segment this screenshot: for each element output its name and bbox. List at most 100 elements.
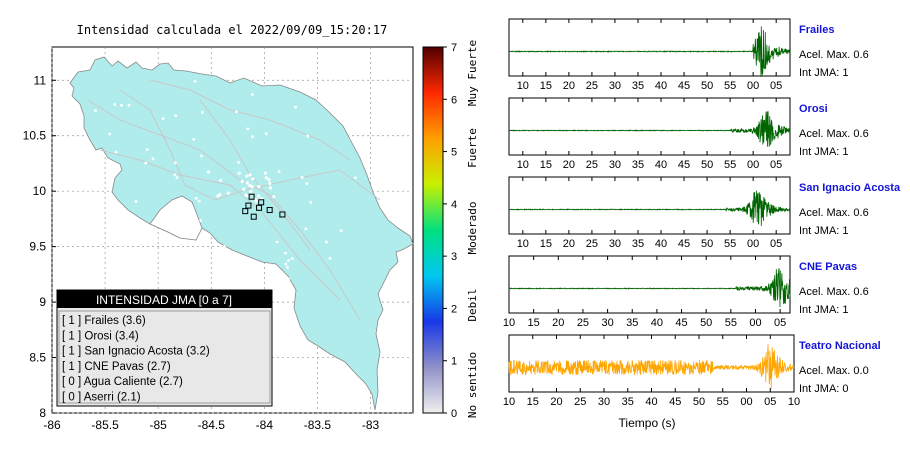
waveform-panel: 10 15 20 25 30 35 40 45 50 55 00 05 San Ignacio Acos… xyxy=(508,176,901,250)
lon-tick-label: -85.5 xyxy=(91,418,119,432)
time-tick-label: 35 xyxy=(622,396,634,408)
lat-tick-label: 8.5 xyxy=(29,351,46,365)
station-markers xyxy=(94,79,357,304)
legend-item: [ 1 ] San Ignacio Acosta (3.2) xyxy=(62,346,210,358)
town-dot xyxy=(144,231,147,234)
colorbar-categories: No sentido Debil Moderado Fuerte Muy Fuerte xyxy=(466,40,479,418)
time-tick-label: 20 xyxy=(563,238,575,250)
time-tick-label: 15 xyxy=(527,396,539,408)
time-tick-label: 00 xyxy=(747,159,759,171)
time-tick-label: 00 xyxy=(747,238,759,250)
waveform-panels: 10 15 20 25 30 35 40 45 50 55 00 05 Frailes Acel. Max… xyxy=(503,18,901,408)
waveform-trace xyxy=(508,344,795,389)
lat-tick-label: 8 xyxy=(39,406,46,420)
town-dot xyxy=(237,160,241,164)
town-dot xyxy=(161,117,165,120)
time-tick-label: 10 xyxy=(517,238,529,250)
time-tick-label: 35 xyxy=(632,80,644,92)
town-dot xyxy=(272,195,276,199)
time-tick-label: 05 xyxy=(764,396,776,408)
station-marker xyxy=(256,204,263,211)
town-dot xyxy=(287,277,290,281)
trace-stat: Int JMA: 1 xyxy=(799,146,849,158)
town-dot xyxy=(294,105,297,109)
town-dot xyxy=(206,170,211,174)
town-dot xyxy=(234,110,238,114)
time-tick-label: 10 xyxy=(517,159,529,171)
trace-stat: Int JMA: 1 xyxy=(799,225,849,237)
town-dot xyxy=(290,257,294,260)
trace-stat: Int JMA: 1 xyxy=(799,67,849,79)
time-tick-label: 50 xyxy=(701,159,713,171)
colorbar-tick-label: 4 xyxy=(451,199,457,211)
town-dot xyxy=(160,266,164,270)
town-dot xyxy=(264,176,268,180)
time-tick-label: 10 xyxy=(503,396,515,408)
colorbar-tick-label: 1 xyxy=(451,356,457,368)
town-dot xyxy=(247,281,251,284)
lon-tick-label: -83 xyxy=(362,418,380,432)
time-tick-label: 25 xyxy=(574,396,586,408)
town-dot xyxy=(246,127,250,131)
colorbar-category: Muy Fuerte xyxy=(466,40,479,106)
town-dot xyxy=(284,251,287,255)
town-dot xyxy=(226,191,230,195)
colorbar-category: No sentido xyxy=(466,352,479,418)
station-name: CNE Pavas xyxy=(799,261,857,273)
time-tick-label: 25 xyxy=(586,159,598,171)
time-tick-label: 05 xyxy=(770,80,782,92)
waveform-trace xyxy=(508,190,791,227)
time-tick-label: 05 xyxy=(770,238,782,250)
town-dot xyxy=(197,199,201,203)
time-tick-label: 30 xyxy=(609,238,621,250)
colorbar-tick-label: 0 xyxy=(451,408,457,420)
legend-item: [ 0 ] Aserri (2.1) xyxy=(62,392,141,404)
town-dot xyxy=(127,103,131,107)
colorbar-tick-label: 2 xyxy=(451,303,457,315)
town-dot xyxy=(251,93,254,96)
time-tick-label: 40 xyxy=(655,238,667,250)
lon-tick-label: -84 xyxy=(256,418,274,432)
time-tick-label: 35 xyxy=(632,159,644,171)
town-dot xyxy=(339,229,343,233)
station-name: Frailes xyxy=(799,24,834,36)
town-dot xyxy=(249,189,253,194)
legend-item: [ 0 ] Agua Caliente (2.7) xyxy=(62,376,183,388)
waveform-panel: 10 15 20 25 30 35 40 45 50 55 00 05 Orosi Acel. Max. … xyxy=(508,97,869,171)
trace-stat: Acel. Max. 0.6 xyxy=(799,286,869,298)
town-dot xyxy=(173,173,177,177)
town-dot xyxy=(140,259,144,263)
time-tick-label: 40 xyxy=(651,317,663,329)
town-dot xyxy=(193,79,197,83)
time-tick-label: 55 xyxy=(725,317,737,329)
town-dot xyxy=(304,227,308,231)
town-dot xyxy=(245,181,249,185)
colorbar-tick-label: 3 xyxy=(451,251,457,263)
town-dot xyxy=(111,163,115,167)
longitude-axis: -86 -85.5 -85 -84.5 -84 -83.5 -83 xyxy=(43,418,379,432)
legend-box xyxy=(56,289,273,407)
lat-tick-label: 11 xyxy=(34,73,47,87)
time-tick-label: 45 xyxy=(675,317,687,329)
town-dot xyxy=(264,132,268,136)
time-tick-label: 05 xyxy=(770,159,782,171)
time-tick-label: 55 xyxy=(724,238,736,250)
town-dot xyxy=(248,173,252,177)
trace-stat: Acel. Max. 0.6 xyxy=(799,207,869,219)
town-dot xyxy=(268,181,272,186)
town-dot xyxy=(250,185,254,189)
station-marker xyxy=(242,208,249,215)
town-dot xyxy=(213,279,216,283)
time-tick-label: 15 xyxy=(528,317,540,329)
town-dot xyxy=(108,132,112,136)
colorbar-gradient xyxy=(422,46,444,414)
colorbar-tick-label: 6 xyxy=(451,94,457,106)
lon-tick-label: -84.5 xyxy=(198,418,226,432)
waveform-trace xyxy=(508,111,791,147)
time-tick-label: 00 xyxy=(749,317,761,329)
town-dot xyxy=(254,199,258,203)
intensity-colorbar: 0 1 2 3 4 5 6 7 No sentido Debil Moderado Fuerte Mu… xyxy=(422,40,479,420)
town-dot xyxy=(134,200,138,203)
town-dot xyxy=(183,210,187,213)
legend-title: INTENSIDAD JMA [0 a 7] xyxy=(96,293,232,307)
